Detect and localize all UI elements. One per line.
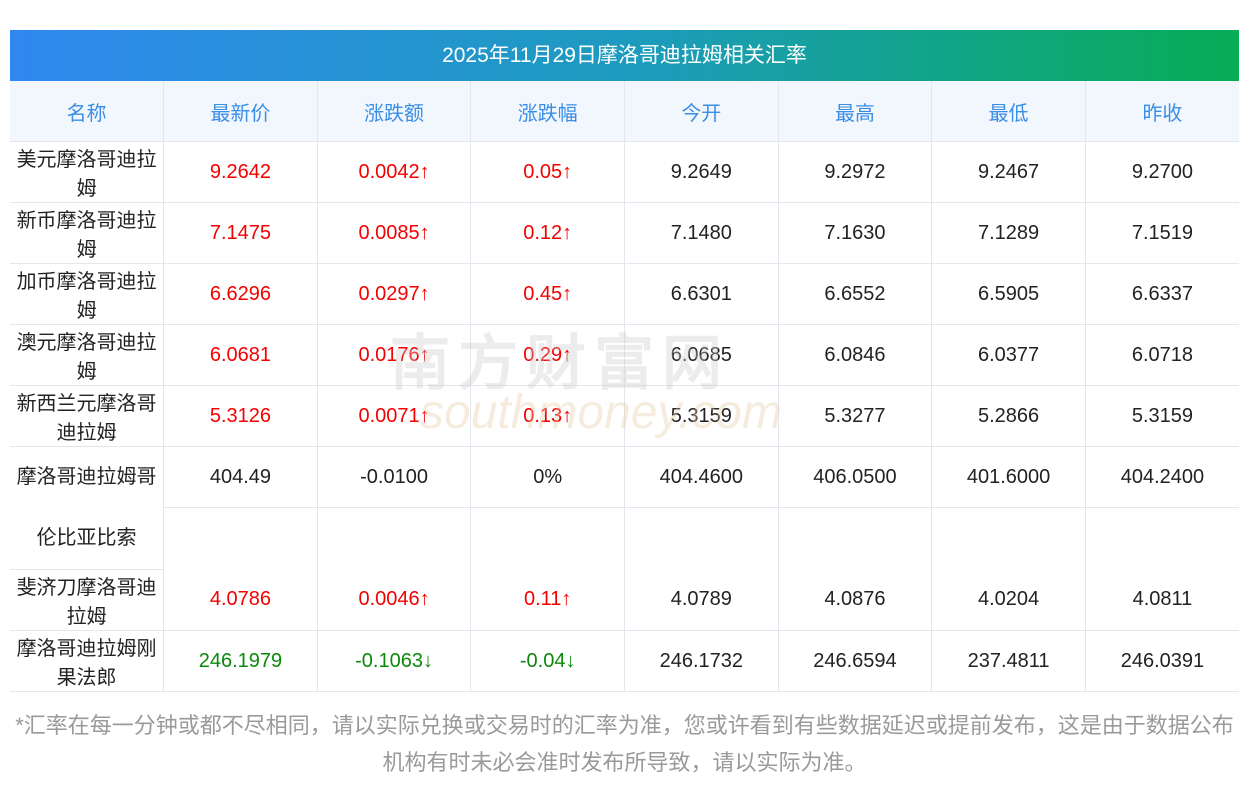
cell-change: 0.0297↑ xyxy=(317,263,472,325)
cell-open: 4.0789 xyxy=(624,569,779,631)
cell-high: 246.6594 xyxy=(778,630,933,692)
currency-pair-name: 斐济刀摩洛哥迪拉姆 xyxy=(10,569,165,631)
table-row: 斐济刀摩洛哥迪拉姆 4.0786 0.0046↑ 0.11↑ 4.0789 4.0876 4… xyxy=(10,569,1239,631)
cell-prev: 6.6337 xyxy=(1085,263,1239,325)
cell-open: 246.1732 xyxy=(624,630,779,692)
cell-open: 7.1480 xyxy=(624,202,779,264)
header-row: 名称 最新价 涨跌额 涨跌幅 今开 最高 最低 昨收 xyxy=(10,81,1239,142)
table-row: 加币摩洛哥迪拉姆 6.6296 0.0297↑ 0.45↑ 6.6301 6.6552 6.… xyxy=(10,263,1239,325)
cell-high: 406.0500 xyxy=(778,446,933,570)
table-row: 澳元摩洛哥迪拉姆 6.0681 0.0176↑ 0.29↑ 6.0685 6.0846 6.… xyxy=(10,324,1239,386)
cell-change: -0.0100 xyxy=(317,446,472,570)
rates-table: 名称 最新价 涨跌额 涨跌幅 今开 最高 最低 昨收 美元摩洛哥迪拉姆 9.2642 0.0042… xyxy=(10,81,1239,692)
cell-low: 6.0377 xyxy=(931,324,1086,386)
currency-pair-name: 摩洛哥迪拉姆哥伦比亚比索 xyxy=(10,446,165,570)
table-row: 摩洛哥迪拉姆哥伦比亚比索 404.49 -0.0100 0% 404.4600 406.0… xyxy=(10,446,1239,570)
panel-title: 2025年11月29日摩洛哥迪拉姆相关汇率 xyxy=(10,30,1239,81)
column-header: 昨收 xyxy=(1085,81,1239,142)
cell-change: -0.1063↓ xyxy=(317,630,472,692)
cell-low: 237.4811 xyxy=(931,630,1086,692)
cell-low: 401.6000 xyxy=(931,446,1086,570)
cell-prev: 5.3159 xyxy=(1085,385,1239,447)
cell-prev: 4.0811 xyxy=(1085,569,1239,631)
cell-high: 6.0846 xyxy=(778,324,933,386)
cell-pct: 0.12↑ xyxy=(470,202,625,264)
table-row: 新币摩洛哥迪拉姆 7.1475 0.0085↑ 0.12↑ 7.1480 7.1630 7.… xyxy=(10,202,1239,264)
cell-low: 6.5905 xyxy=(931,263,1086,325)
cell-pct: 0% xyxy=(470,446,625,570)
cell-high: 4.0876 xyxy=(778,569,933,631)
cell-pct: -0.04↓ xyxy=(470,630,625,692)
cell-value: 401.6000 xyxy=(932,447,1085,508)
cell-change: 0.0071↑ xyxy=(317,385,472,447)
table-row: 摩洛哥迪拉姆刚果法郎 246.1979 -0.1063↓ -0.04↓ 246.1732… xyxy=(10,630,1239,692)
cell-change: 0.0046↑ xyxy=(317,569,472,631)
currency-pair-name: 摩洛哥迪拉姆刚果法郎 xyxy=(10,630,165,692)
currency-pair-name: 新西兰元摩洛哥迪拉姆 xyxy=(10,385,165,447)
cell-latest: 246.1979 xyxy=(163,630,318,692)
cell-low: 4.0204 xyxy=(931,569,1086,631)
cell-value: 404.4600 xyxy=(625,447,778,508)
cell-value: -0.0100 xyxy=(317,447,471,508)
cell-latest: 6.6296 xyxy=(163,263,318,325)
column-header: 涨跌幅 xyxy=(470,81,625,142)
cell-prev: 6.0718 xyxy=(1085,324,1239,386)
cell-prev: 404.2400 xyxy=(1085,447,1239,570)
cell-pct: 0.11↑ xyxy=(470,569,625,631)
cell-change: 0.0176↑ xyxy=(317,324,472,386)
exchange-rate-panel: 2025年11月29日摩洛哥迪拉姆相关汇率 名称 最新价 涨跌额 涨跌幅 今开 最高 最低昨… xyxy=(10,30,1239,692)
column-header: 今开 xyxy=(624,81,779,142)
disclaimer-note: *汇率在每一分钟或都不尽相同，请以实际兑换或交易时的汇率为准，您或许看到有些数据… xyxy=(15,713,1234,775)
cell-open: 5.3159 xyxy=(624,385,779,447)
cell-latest: 9.2642 xyxy=(163,141,318,203)
cell-low: 7.1289 xyxy=(931,202,1086,264)
cell-pct: 0.13↑ xyxy=(470,385,625,447)
cell-change: 0.0085↑ xyxy=(317,202,472,264)
cell-value: 404.2400 xyxy=(1085,447,1239,508)
currency-pair-name: 新币摩洛哥迪拉姆 xyxy=(10,202,165,264)
cell-change: 0.0042↑ xyxy=(317,141,472,203)
column-header: 名称 xyxy=(10,81,165,142)
column-header: 最新价 xyxy=(163,81,318,142)
currency-pair-name: 美元摩洛哥迪拉姆 xyxy=(10,141,165,203)
cell-latest: 4.0786 xyxy=(163,569,318,631)
currency-pair-name: 加币摩洛哥迪拉姆 xyxy=(10,263,165,325)
cell-prev: 7.1519 xyxy=(1085,202,1239,264)
cell-latest: 7.1475 xyxy=(163,202,318,264)
cell-latest: 404.49 xyxy=(163,446,318,570)
table-row: 美元摩洛哥迪拉姆 9.2642 0.0042↑ 0.05↑ 9.2649 9.2972 9.… xyxy=(10,141,1239,203)
column-header: 涨跌额 xyxy=(317,81,472,142)
cell-value: 406.0500 xyxy=(778,447,932,508)
cell-latest: 5.3126 xyxy=(163,385,318,447)
cell-value: 404.49 xyxy=(164,447,317,508)
cell-open: 404.4600 xyxy=(624,446,779,570)
cell-low: 5.2866 xyxy=(931,385,1086,447)
cell-open: 9.2649 xyxy=(624,141,779,203)
column-header: 最低 xyxy=(931,81,1086,142)
cell-pct: 0.29↑ xyxy=(470,324,625,386)
cell-open: 6.6301 xyxy=(624,263,779,325)
cell-open: 6.0685 xyxy=(624,324,779,386)
cell-high: 5.3277 xyxy=(778,385,933,447)
table-row: 新西兰元摩洛哥迪拉姆 5.3126 0.0071↑ 0.13↑ 5.3159 5.3277… xyxy=(10,385,1239,447)
cell-high: 9.2972 xyxy=(778,141,933,203)
cell-pct: 0.45↑ xyxy=(470,263,625,325)
column-header: 最高 xyxy=(778,81,933,142)
cell-prev: 9.2700 xyxy=(1085,141,1239,203)
cell-pct: 0.05↑ xyxy=(470,141,625,203)
currency-pair-name: 澳元摩洛哥迪拉姆 xyxy=(10,324,165,386)
cell-low: 9.2467 xyxy=(931,141,1086,203)
cell-value: 0% xyxy=(471,447,624,508)
cell-high: 7.1630 xyxy=(778,202,933,264)
cell-high: 6.6552 xyxy=(778,263,933,325)
cell-prev: 246.0391 xyxy=(1085,630,1239,692)
cell-latest: 6.0681 xyxy=(163,324,318,386)
